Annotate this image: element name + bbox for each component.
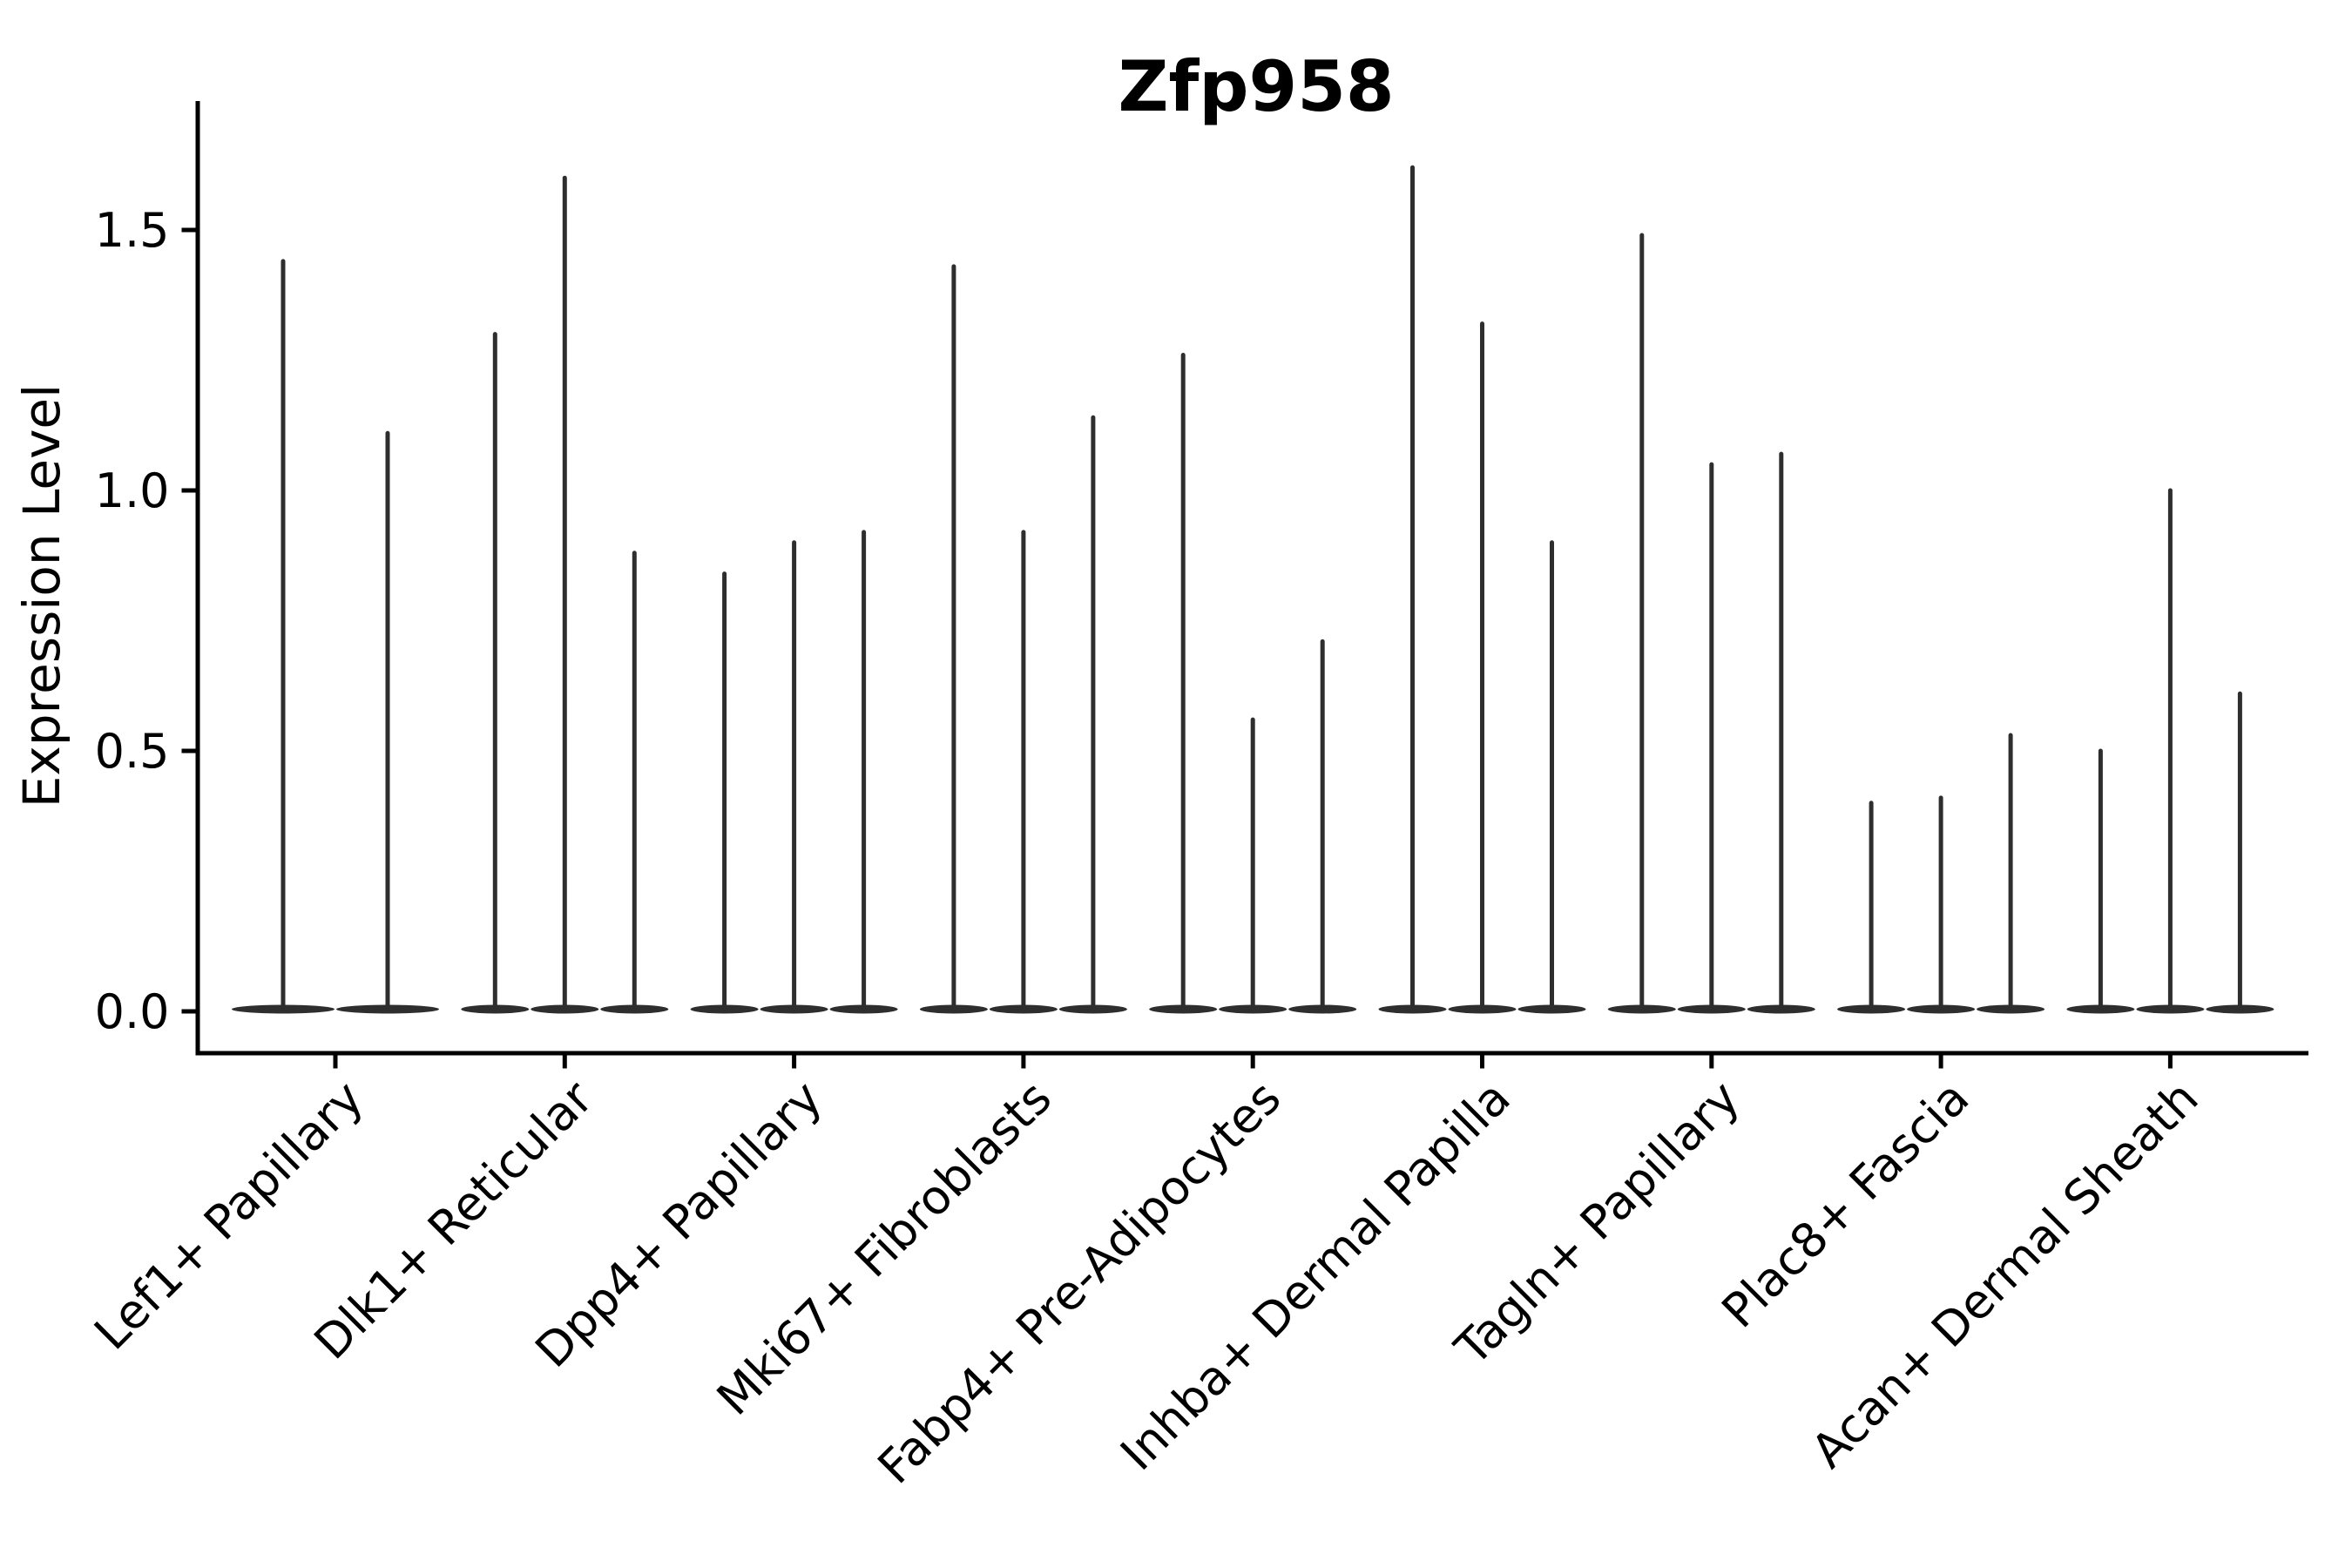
x-tick-label: Plac8+ Fascia [1712,1071,1980,1339]
y-tick-label: 1.5 [95,203,170,258]
y-axis-label: Expression Level [12,384,71,808]
chart-title: Zfp958 [1118,46,1394,127]
x-tick-label: Inhba+ Dermal Papilla [1110,1071,1520,1481]
y-tick-label: 1.0 [95,463,170,518]
x-tick-label: Fabp4+ Pre-Adipocytes [868,1071,1292,1495]
y-tick-label: 0.0 [95,984,170,1039]
x-tick-label: Acan+ Dermal Sheath [1801,1071,2208,1478]
y-tick-label: 0.5 [95,724,170,779]
